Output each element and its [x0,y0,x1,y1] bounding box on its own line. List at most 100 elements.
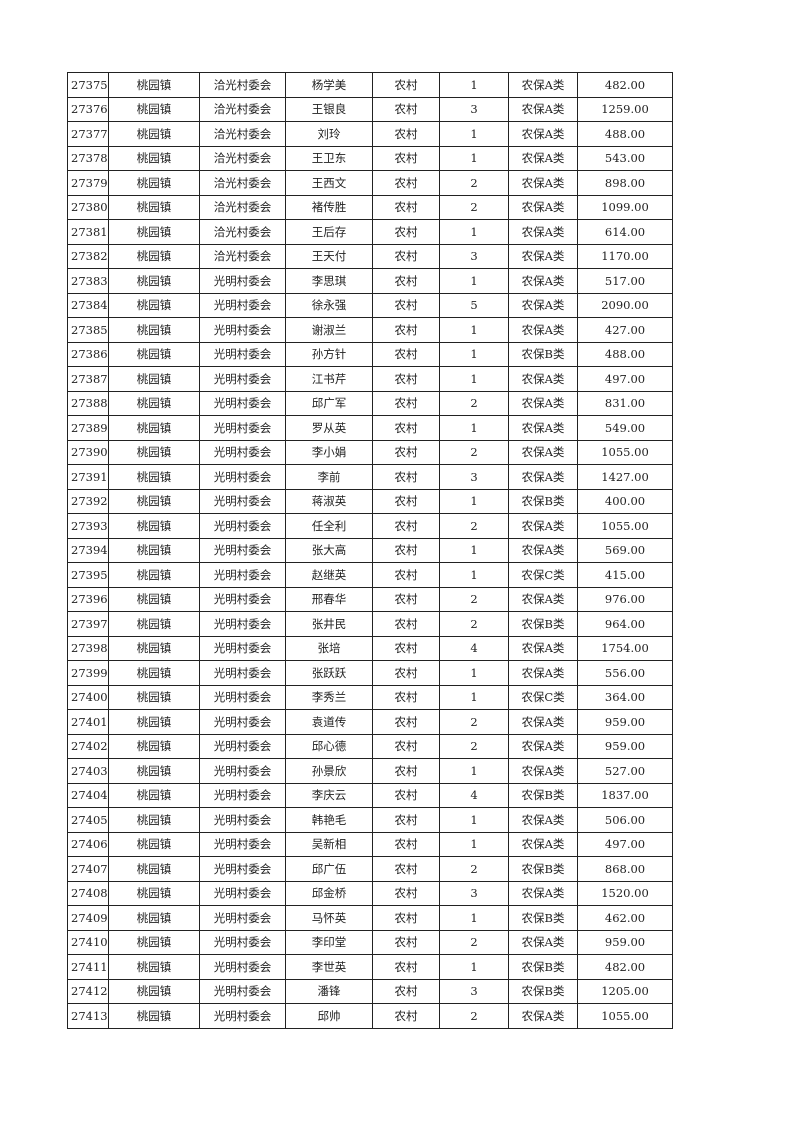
area-type-cell: 农村 [372,611,440,637]
household-count-cell: 4 [439,782,509,808]
village-committee-cell: 洽光村委会 [199,219,286,245]
person-name-cell: 杨学美 [285,72,373,98]
town-cell: 桃园镇 [108,1003,200,1029]
table-row: 27375 桃园镇 洽光村委会 杨学美 农村 1 农保A类 482.00 [67,72,673,98]
village-committee-cell: 光明村委会 [199,954,286,980]
record-id-cell: 27402 [67,733,109,759]
record-id-cell: 27413 [67,1003,109,1029]
amount-cell: 868.00 [577,856,673,882]
area-type-cell: 农村 [372,733,440,759]
record-id-cell: 27394 [67,537,109,563]
village-committee-cell: 光明村委会 [199,807,286,833]
household-count-cell: 1 [439,954,509,980]
insurance-class-cell: 农保A类 [508,292,578,318]
record-id-cell: 27390 [67,439,109,465]
amount-cell: 959.00 [577,709,673,735]
person-name-cell: 赵继英 [285,562,373,588]
household-count-cell: 2 [439,1003,509,1029]
record-id-cell: 27398 [67,635,109,661]
person-name-cell: 褚传胜 [285,194,373,220]
area-type-cell: 农村 [372,660,440,686]
person-name-cell: 王后存 [285,219,373,245]
town-cell: 桃园镇 [108,856,200,882]
table-row: 27410 桃园镇 光明村委会 李印堂 农村 2 农保A类 959.00 [67,929,673,955]
person-name-cell: 李前 [285,464,373,490]
amount-cell: 482.00 [577,954,673,980]
amount-cell: 497.00 [577,831,673,857]
town-cell: 桃园镇 [108,170,200,196]
amount-cell: 527.00 [577,758,673,784]
household-count-cell: 2 [439,513,509,539]
record-id-cell: 27411 [67,954,109,980]
household-count-cell: 3 [439,978,509,1004]
person-name-cell: 任全利 [285,513,373,539]
amount-cell: 1170.00 [577,243,673,269]
household-count-cell: 3 [439,464,509,490]
table-row: 27397 桃园镇 光明村委会 张井民 农村 2 农保B类 964.00 [67,611,673,637]
record-id-cell: 27393 [67,513,109,539]
insurance-class-cell: 农保A类 [508,366,578,392]
area-type-cell: 农村 [372,145,440,171]
record-id-cell: 27399 [67,660,109,686]
insurance-class-cell: 农保A类 [508,219,578,245]
insurance-class-cell: 农保A类 [508,1003,578,1029]
person-name-cell: 张跃跃 [285,660,373,686]
area-type-cell: 农村 [372,513,440,539]
town-cell: 桃园镇 [108,537,200,563]
table-row: 27384 桃园镇 光明村委会 徐永强 农村 5 农保A类 2090.00 [67,292,673,318]
person-name-cell: 邱广军 [285,390,373,416]
record-id-cell: 27386 [67,341,109,367]
amount-cell: 549.00 [577,415,673,441]
person-name-cell: 张培 [285,635,373,661]
village-committee-cell: 光明村委会 [199,268,286,294]
records-table: 27375 桃园镇 洽光村委会 杨学美 农村 1 农保A类 482.00 27376 桃园镇 洽光村… [67,72,673,1029]
area-type-cell: 农村 [372,317,440,343]
area-type-cell: 农村 [372,537,440,563]
household-count-cell: 2 [439,929,509,955]
town-cell: 桃园镇 [108,121,200,147]
insurance-class-cell: 农保A类 [508,243,578,269]
village-committee-cell: 光明村委会 [199,880,286,906]
insurance-class-cell: 农保A类 [508,439,578,465]
household-count-cell: 1 [439,341,509,367]
household-count-cell: 2 [439,586,509,612]
village-committee-cell: 光明村委会 [199,709,286,735]
town-cell: 桃园镇 [108,513,200,539]
record-id-cell: 27375 [67,72,109,98]
insurance-class-cell: 农保A类 [508,635,578,661]
town-cell: 桃园镇 [108,978,200,1004]
person-name-cell: 李世英 [285,954,373,980]
table-row: 27404 桃园镇 光明村委会 李庆云 农村 4 农保B类 1837.00 [67,782,673,808]
table-row: 27403 桃园镇 光明村委会 孙景欣 农村 1 农保A类 527.00 [67,758,673,784]
town-cell: 桃园镇 [108,390,200,416]
table-row: 27411 桃园镇 光明村委会 李世英 农村 1 农保B类 482.00 [67,954,673,980]
person-name-cell: 李小娟 [285,439,373,465]
record-id-cell: 27403 [67,758,109,784]
village-committee-cell: 光明村委会 [199,684,286,710]
table-row: 27381 桃园镇 洽光村委会 王后存 农村 1 农保A类 614.00 [67,219,673,245]
household-count-cell: 2 [439,856,509,882]
village-committee-cell: 光明村委会 [199,635,286,661]
town-cell: 桃园镇 [108,635,200,661]
insurance-class-cell: 农保B类 [508,905,578,931]
amount-cell: 1259.00 [577,96,673,122]
village-committee-cell: 光明村委会 [199,317,286,343]
area-type-cell: 农村 [372,831,440,857]
village-committee-cell: 光明村委会 [199,905,286,931]
household-count-cell: 1 [439,121,509,147]
table-row: 27387 桃园镇 光明村委会 江书芹 农村 1 农保A类 497.00 [67,366,673,392]
table-row: 27398 桃园镇 光明村委会 张培 农村 4 农保A类 1754.00 [67,635,673,661]
household-count-cell: 1 [439,488,509,514]
town-cell: 桃园镇 [108,96,200,122]
table-row: 27385 桃园镇 光明村委会 谢淑兰 农村 1 农保A类 427.00 [67,317,673,343]
person-name-cell: 李庆云 [285,782,373,808]
person-name-cell: 张大高 [285,537,373,563]
village-committee-cell: 光明村委会 [199,464,286,490]
record-id-cell: 27389 [67,415,109,441]
record-id-cell: 27405 [67,807,109,833]
record-id-cell: 27392 [67,488,109,514]
table-row: 27406 桃园镇 光明村委会 吴新相 农村 1 农保A类 497.00 [67,831,673,857]
area-type-cell: 农村 [372,121,440,147]
table-row: 27400 桃园镇 光明村委会 李秀兰 农村 1 农保C类 364.00 [67,684,673,710]
table-row: 27390 桃园镇 光明村委会 李小娟 农村 2 农保A类 1055.00 [67,439,673,465]
